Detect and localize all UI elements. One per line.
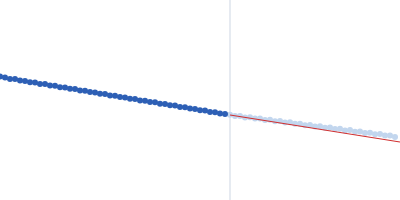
point bbox=[62, 85, 68, 91]
chart bbox=[0, 0, 400, 200]
point bbox=[162, 101, 168, 107]
point bbox=[202, 108, 208, 114]
point bbox=[222, 111, 228, 117]
point bbox=[227, 112, 233, 118]
point bbox=[142, 98, 148, 104]
point-group bbox=[227, 112, 398, 140]
point bbox=[392, 134, 398, 140]
point bbox=[182, 104, 188, 110]
point-group bbox=[0, 74, 228, 117]
point bbox=[102, 91, 108, 97]
line bbox=[229, 0, 230, 200]
point bbox=[122, 94, 128, 100]
line bbox=[230, 115, 400, 142]
plot-area bbox=[0, 0, 400, 200]
